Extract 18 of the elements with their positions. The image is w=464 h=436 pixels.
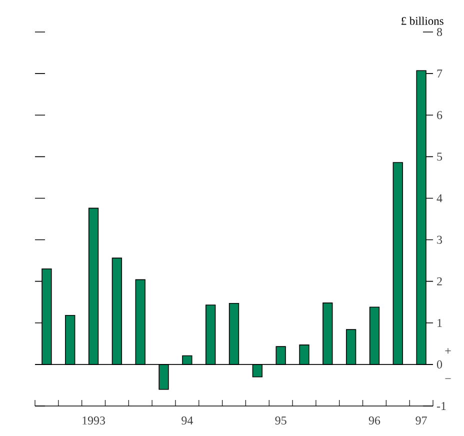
y-tick-label: 3 xyxy=(437,236,442,244)
y-tick-label: 8 xyxy=(436,28,442,36)
text: − xyxy=(445,378,451,379)
y-axis-title: £ billions xyxy=(402,16,444,25)
y-tick-label: 4 xyxy=(436,194,442,202)
y-tick-label: 2 xyxy=(437,277,442,286)
x-tick-label: 95 xyxy=(275,416,286,425)
y-tick-label: 0 xyxy=(436,360,442,368)
x-tick-label: 96 xyxy=(368,416,380,425)
y-tick-label: 6 xyxy=(437,111,442,120)
y-tick-label: 5 xyxy=(437,152,442,161)
y-tick-label: -1 xyxy=(436,402,446,410)
x-tick-label: 94 xyxy=(182,416,193,425)
x-tick-label: 97 xyxy=(416,416,427,425)
text: + xyxy=(445,348,451,354)
x-tick-label: 1993 xyxy=(82,416,106,425)
y-tick-label: 7 xyxy=(437,70,442,78)
y-tick-label: 1 xyxy=(438,318,442,327)
